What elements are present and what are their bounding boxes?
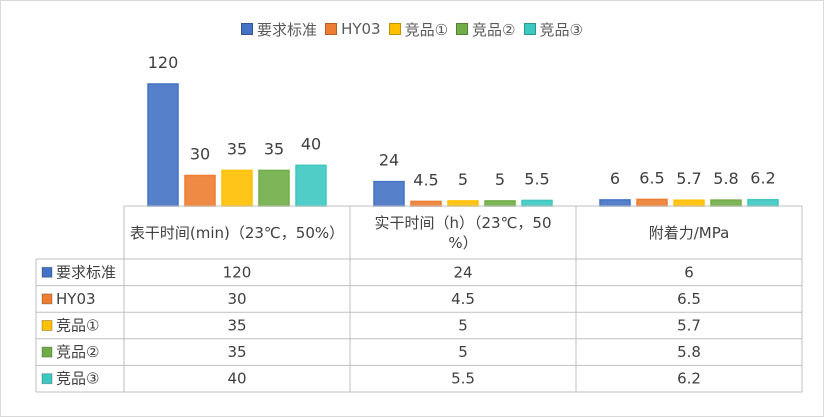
- data-label: 5: [458, 170, 468, 189]
- table-row-label: HY03: [56, 290, 96, 308]
- data-label: 5.8: [713, 169, 738, 188]
- table-cell-value: 24: [453, 263, 472, 281]
- legend-label-competitor-1: 竞品①: [404, 20, 449, 39]
- data-label: 4.5: [413, 170, 438, 189]
- table-cell-value: 5: [458, 343, 468, 361]
- bar: [373, 180, 405, 207]
- table-key-swatch: [41, 293, 53, 305]
- legend-swatch-competitor-3: [523, 23, 536, 35]
- category-label: %）: [448, 234, 477, 252]
- bar: [710, 199, 742, 207]
- table-row-label: 竞品①: [56, 317, 99, 335]
- legend-swatch-standard: [241, 23, 254, 35]
- table-cell-value: 35: [227, 317, 246, 335]
- table-key-swatch: [41, 266, 53, 278]
- table-cell-value: 6.5: [677, 290, 701, 308]
- bar: [484, 200, 516, 207]
- table-row-label: 要求标准: [56, 263, 116, 281]
- legend-item-hy03: HY03: [325, 20, 381, 38]
- legend-label-competitor-3: 竞品③: [539, 20, 583, 39]
- table-cell-value: 5.7: [677, 317, 701, 335]
- data-label: 5.5: [524, 169, 549, 188]
- table-cell-value: 5.8: [677, 343, 701, 361]
- bar: [147, 83, 179, 207]
- legend: 要求标准 HY03 竞品① 竞品② 竞品③: [0, 18, 824, 40]
- data-label: 6: [610, 169, 620, 188]
- table-cell-value: 120: [223, 263, 252, 281]
- legend-swatch-competitor-2: [456, 23, 469, 35]
- bar: [184, 174, 216, 207]
- legend-swatch-competitor-1: [388, 23, 401, 35]
- table-cell-value: 6: [684, 263, 694, 281]
- legend-label-standard: 要求标准: [257, 20, 318, 39]
- legend-item-standard: 要求标准: [241, 19, 317, 40]
- data-label: 35: [264, 139, 284, 158]
- data-label: 40: [301, 134, 321, 153]
- bar: [410, 200, 442, 207]
- data-label: 6.2: [750, 169, 775, 188]
- category-label: 实干时间（h）（23℃，50: [374, 214, 551, 232]
- category-label: 表干时间(min)（23℃，50%）: [130, 224, 344, 242]
- table-key-swatch: [41, 373, 53, 385]
- category-label: 附着力/MPa: [649, 224, 730, 242]
- data-label: 24: [379, 151, 399, 170]
- bar: [673, 199, 705, 207]
- data-label: 30: [190, 145, 210, 164]
- bar: [599, 199, 631, 207]
- bar: [258, 169, 290, 207]
- legend-swatch-hy03: [325, 23, 338, 35]
- table-cell-value: 40: [227, 370, 246, 388]
- bar: [447, 200, 479, 207]
- legend-item-competitor-3: 竞品③: [523, 19, 583, 40]
- data-label: 5: [495, 170, 505, 189]
- bar: [295, 164, 327, 207]
- bar: [747, 198, 779, 207]
- data-label: 120: [148, 53, 179, 72]
- bar: [521, 199, 553, 207]
- data-label: 5.7: [676, 169, 701, 188]
- legend-item-competitor-2: 竞品②: [456, 19, 516, 40]
- legend-label-hy03: HY03: [341, 20, 381, 38]
- table-cell-value: 5: [458, 317, 468, 335]
- bar: [636, 198, 668, 207]
- table-cell-value: 4.5: [451, 290, 475, 308]
- table-row-label: 竞品②: [56, 343, 99, 361]
- table-cell-value: 30: [227, 290, 246, 308]
- table-cell-value: 6.2: [677, 370, 701, 388]
- table-cell-value: 5.5: [451, 370, 475, 388]
- bar: [221, 169, 253, 207]
- table-cell-value: 35: [227, 343, 246, 361]
- data-label: 6.5: [639, 168, 664, 187]
- data-label: 35: [227, 139, 247, 158]
- legend-item-competitor-1: 竞品①: [388, 19, 449, 40]
- table-key-swatch: [41, 320, 53, 331]
- legend-label-competitor-2: 竞品②: [472, 20, 516, 39]
- table-key-swatch: [41, 346, 53, 358]
- table-row-label: 竞品③: [56, 370, 99, 388]
